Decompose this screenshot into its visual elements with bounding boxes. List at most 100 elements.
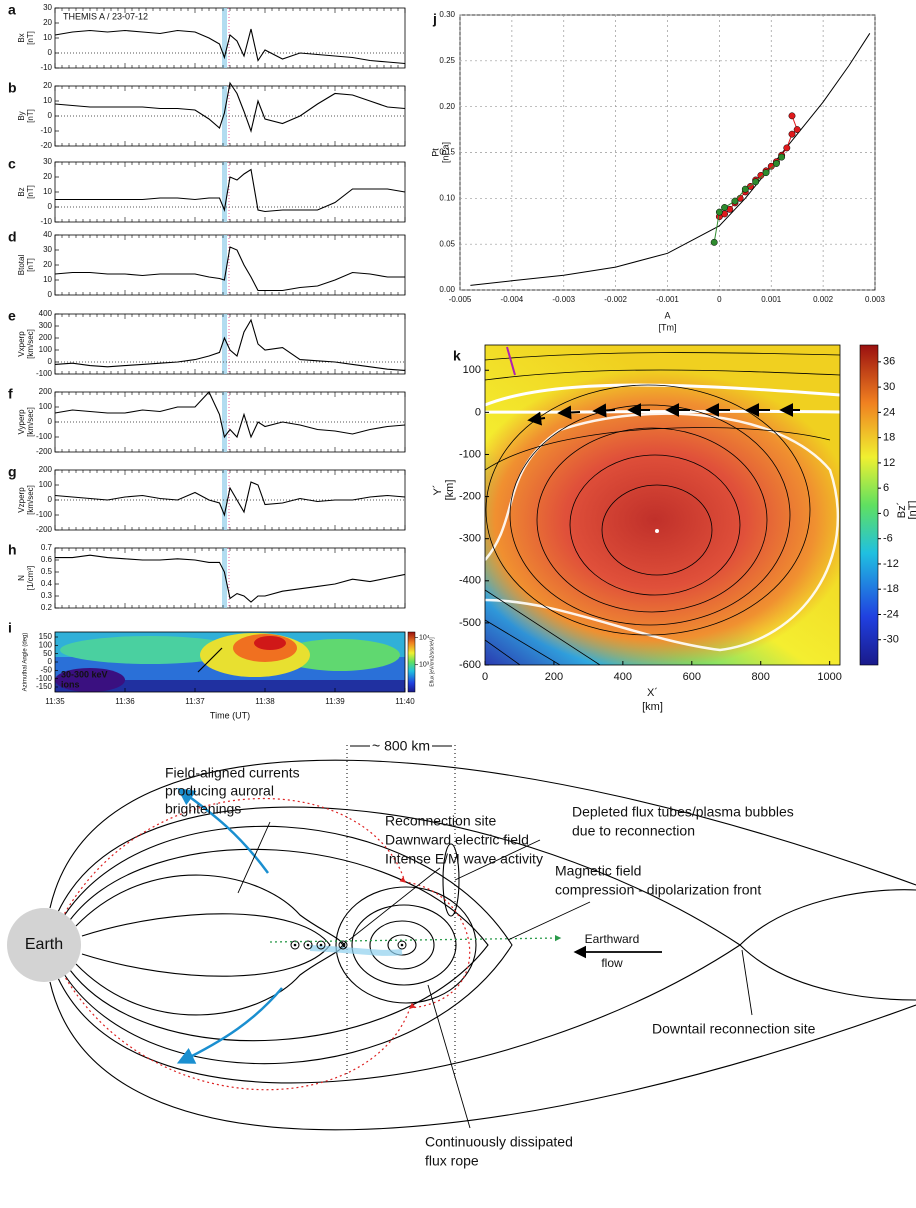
data-line: [54, 391, 406, 439]
scale-label: ~ 800 km: [372, 738, 430, 754]
y-tick-label: 0: [48, 202, 53, 211]
y-tick-label: 0.2: [41, 603, 53, 612]
x-axis-label: A: [664, 310, 670, 320]
y-tick-label: 0.6: [41, 555, 53, 564]
x-axis-label: X´: [647, 687, 658, 699]
point: [721, 204, 729, 211]
y-tick-label: 100: [39, 480, 53, 489]
contour-map: [485, 345, 840, 665]
colorbar-tick-label: -12: [883, 558, 899, 570]
annotation: 30-300 keV: [61, 669, 108, 679]
panel-label: j: [432, 11, 437, 27]
point: [731, 197, 739, 205]
y-tick-label: 150: [39, 632, 53, 641]
y-tick-label: 20: [43, 18, 52, 27]
y-tick-label: 0.7: [41, 543, 53, 552]
y-tick-label: -100: [36, 432, 53, 441]
panel-label: f: [8, 386, 13, 402]
event-band: [222, 470, 227, 530]
panel-label: a: [8, 2, 16, 18]
y-tick-label: -150: [36, 682, 53, 691]
x-tick-label: 800: [752, 671, 770, 683]
y-tick-label: -200: [459, 490, 481, 502]
annotation: Dawnward electric field: [385, 832, 529, 848]
x-tick-label: -0.002: [604, 295, 627, 304]
y-tick-label: 0: [48, 111, 53, 120]
y-tick-label: 200: [39, 333, 53, 342]
x-axis-label: [Tm]: [659, 322, 677, 332]
y-axis-label: [1/cm³]: [26, 566, 35, 590]
x-axis-label: Time (UT): [210, 710, 250, 720]
x-tick-label: 11:37: [185, 697, 205, 706]
y-tick-label: -300: [459, 533, 481, 545]
y-tick-label: 0.3: [41, 591, 53, 600]
y-axis-label: Pt: [430, 148, 440, 157]
colorbar-label: Bz´: [896, 502, 908, 519]
x-tick-label: -0.004: [501, 295, 524, 304]
y-tick-label: 20: [43, 172, 52, 181]
y-tick-label: 40: [43, 230, 52, 239]
y-tick-label: -10: [40, 63, 52, 72]
x-tick-label: 1000: [817, 671, 841, 683]
series-line: [470, 33, 871, 286]
annotation: flux rope: [425, 1153, 479, 1169]
y-tick-label: -50: [40, 665, 52, 674]
colorbar: [859, 344, 879, 666]
annotation: THEMIS A / 23-07-12: [63, 11, 148, 21]
event-band: [222, 548, 227, 608]
y-axis-label: Bz: [17, 187, 26, 196]
y-tick-label: 30: [43, 157, 52, 166]
y-tick-label: 10: [43, 275, 52, 284]
annotation: Downtail reconnection site: [652, 1021, 816, 1037]
y-axis-label: [nPa]: [440, 142, 450, 163]
flow-label: Earthward: [585, 932, 640, 946]
annotation: Reconnection site: [385, 813, 497, 829]
x-tick-label: -0.003: [552, 295, 575, 304]
series-line: [719, 115, 798, 218]
x-tick-label: 11:38: [255, 697, 275, 706]
panel-label: i: [8, 620, 12, 636]
x-tick-label: 0.003: [865, 295, 886, 304]
point: [715, 208, 723, 216]
point: [710, 238, 718, 246]
y-tick-label: 300: [39, 321, 53, 330]
y-tick-label: -200: [36, 525, 53, 534]
colorbar-label: Eflux [eV/cm2/s/sr/eV]: [429, 637, 435, 687]
y-tick-label: 0: [48, 357, 53, 366]
y-tick-label: 0: [475, 406, 481, 418]
y-axis-label: [km/sec]: [26, 407, 35, 437]
y-axis-label: [km/sec]: [26, 329, 35, 359]
event-band: [222, 392, 227, 452]
y-tick-label: -100: [459, 448, 481, 460]
colorbar-tick-label: 24: [883, 406, 895, 418]
data-line: [54, 81, 406, 133]
y-tick-label: 0.00: [439, 285, 455, 294]
event-band: [222, 162, 227, 222]
y-tick-label: 100: [39, 402, 53, 411]
annotation: Continuously dissipated: [425, 1134, 573, 1150]
y-tick-label: -500: [459, 617, 481, 629]
panel-label: d: [8, 229, 17, 245]
x-tick-label: 200: [545, 671, 563, 683]
colorbar-tick-label: -6: [883, 533, 893, 545]
event-band: [222, 235, 227, 295]
y-axis-label: Vyperp: [17, 409, 26, 435]
colorbar-tick-label: 18: [883, 432, 895, 444]
colorbar-tick-label: 36: [883, 356, 895, 368]
spectrogram-image: [55, 632, 405, 692]
colorbar-tick-label: 30: [883, 381, 895, 393]
y-tick-label: 200: [39, 465, 53, 474]
data-line: [54, 318, 406, 371]
y-tick-label: 50: [43, 649, 52, 658]
y-axis-label: Vxperp: [17, 331, 26, 357]
data-line: [54, 246, 405, 292]
y-tick-label: 0: [48, 417, 53, 426]
y-axis-label: Y´: [432, 485, 444, 496]
annotation: compression - dipolarization front: [555, 882, 761, 898]
y-tick-label: 0: [48, 48, 53, 57]
colorbar-tick-label: 10⁴: [419, 634, 430, 641]
y-tick-label: 0.30: [439, 10, 455, 19]
panel-label: b: [8, 80, 17, 96]
y-tick-label: 0: [48, 657, 53, 666]
